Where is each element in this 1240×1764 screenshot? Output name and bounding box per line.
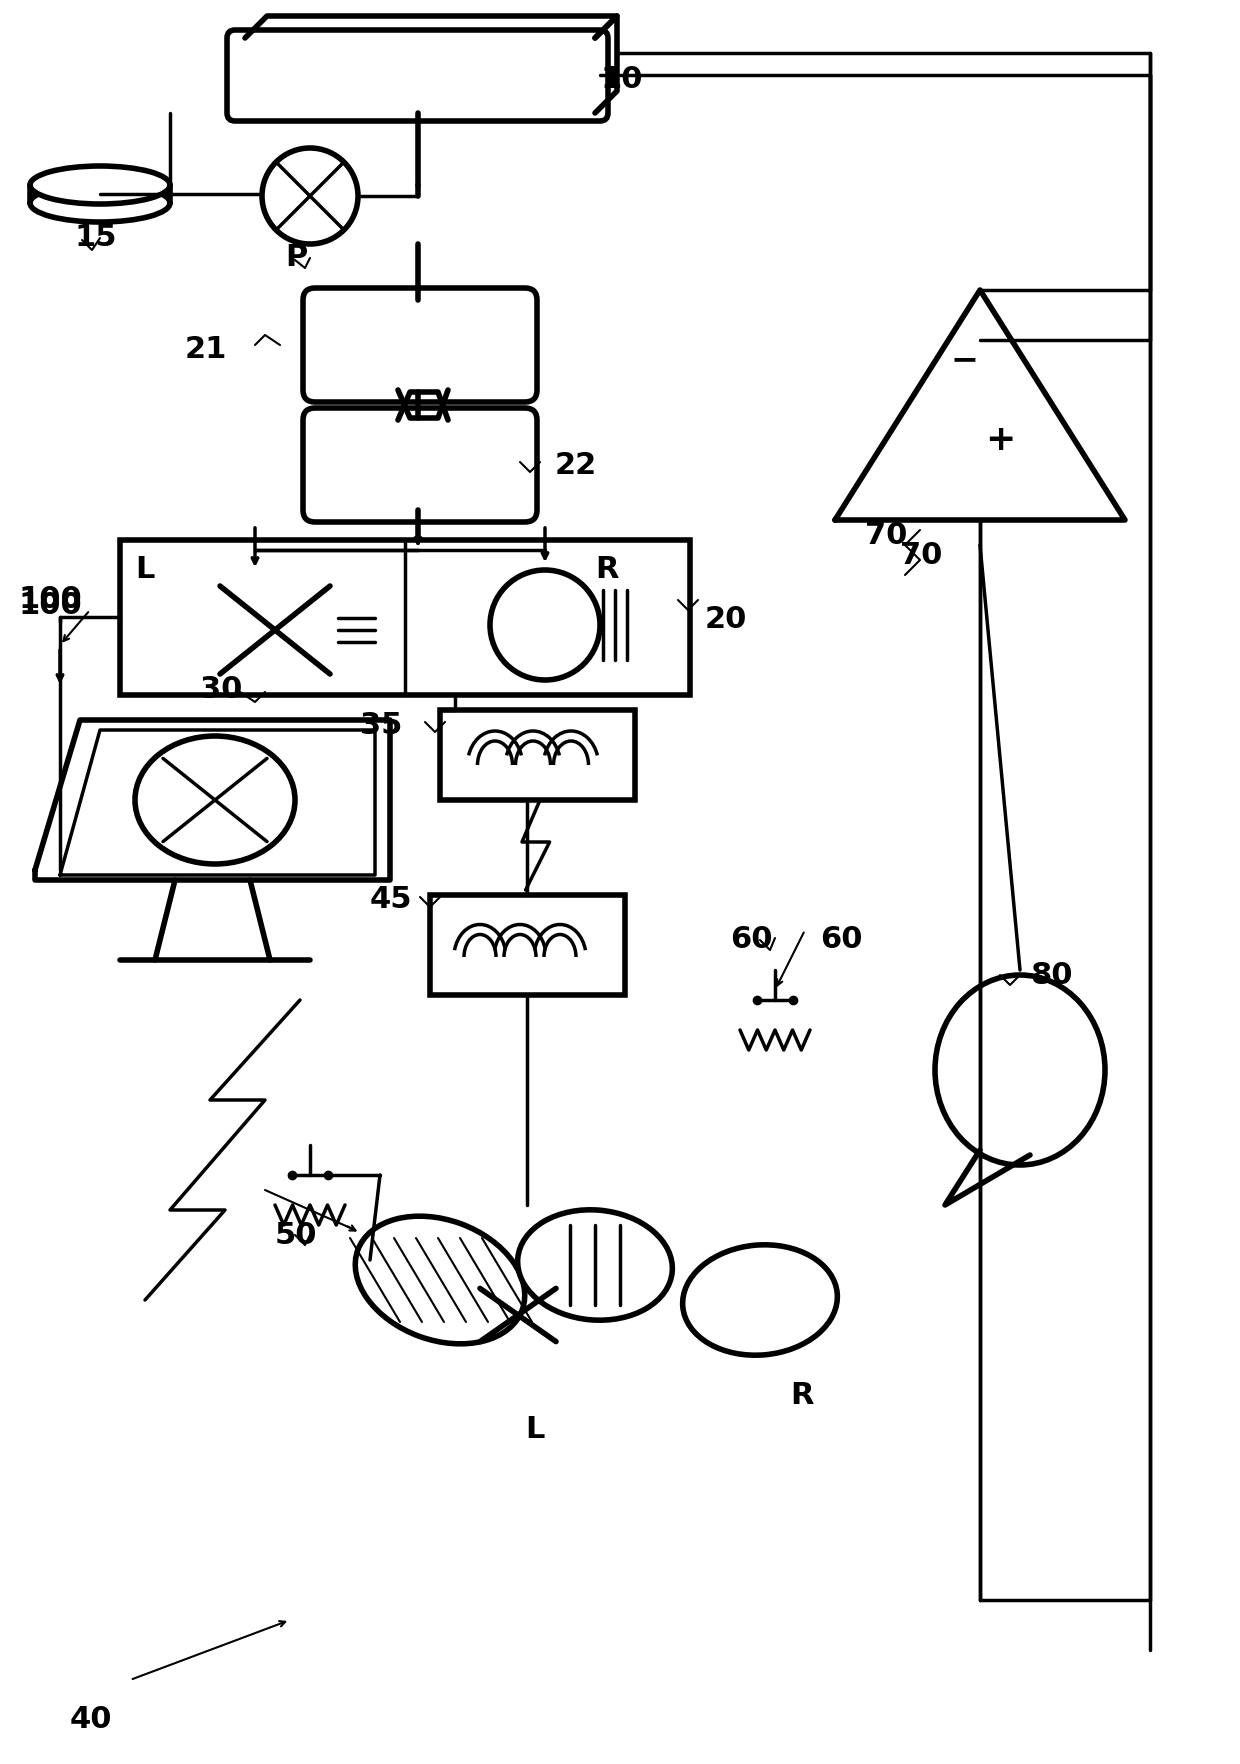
Text: P: P: [285, 243, 308, 272]
FancyBboxPatch shape: [227, 30, 608, 122]
FancyBboxPatch shape: [303, 288, 537, 402]
Text: +: +: [985, 423, 1016, 457]
FancyBboxPatch shape: [303, 407, 537, 522]
Text: 80: 80: [1030, 961, 1073, 990]
Ellipse shape: [30, 166, 170, 205]
Text: 30: 30: [200, 676, 242, 704]
Bar: [120, 540, 689, 695]
Text: L: L: [525, 1415, 544, 1445]
Text: 60: 60: [820, 926, 863, 954]
Ellipse shape: [135, 736, 295, 864]
Text: R: R: [790, 1381, 813, 1409]
Text: 50: 50: [275, 1221, 317, 1249]
Text: 45: 45: [370, 886, 413, 914]
Text: 100: 100: [19, 586, 82, 614]
Text: R: R: [595, 556, 619, 584]
Ellipse shape: [30, 183, 170, 222]
Bar: [440, 709, 635, 801]
Ellipse shape: [935, 975, 1105, 1164]
Bar: [430, 894, 625, 995]
Ellipse shape: [517, 1210, 672, 1319]
Text: 21: 21: [185, 335, 227, 365]
Text: L: L: [135, 556, 154, 584]
Circle shape: [490, 570, 600, 679]
Ellipse shape: [683, 1245, 837, 1355]
Text: 20: 20: [706, 605, 748, 635]
Text: 22: 22: [556, 450, 598, 480]
Ellipse shape: [355, 1215, 525, 1344]
Text: 100: 100: [19, 591, 82, 619]
Text: 60: 60: [730, 926, 773, 954]
Text: 70: 70: [866, 520, 908, 550]
Text: 40: 40: [69, 1706, 113, 1734]
Text: 10: 10: [600, 65, 642, 95]
Circle shape: [262, 148, 358, 243]
Text: 15: 15: [74, 224, 118, 252]
Text: −: −: [950, 344, 978, 376]
Text: 70: 70: [900, 540, 942, 570]
Text: 35: 35: [360, 711, 402, 739]
